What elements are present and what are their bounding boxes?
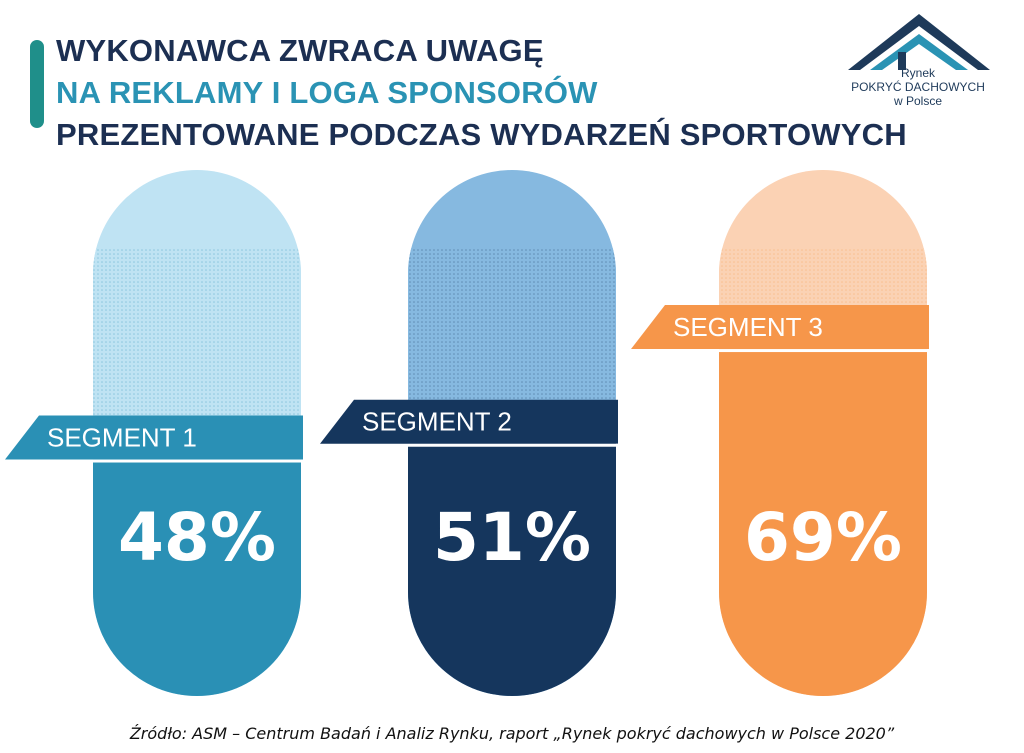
logo: Rynek POKRYĆ DACHOWYCH w Polsce	[838, 10, 998, 115]
bar-2-value-label: 51%	[433, 499, 591, 576]
logo-line-1: Rynek	[900, 66, 935, 80]
chart-area: SEGMENT 1 48% SEGMENT 2 51% SEGMENT 3 69%	[5, 170, 929, 696]
segment-2-label: SEGMENT 2	[362, 407, 512, 437]
segment-2-banner	[320, 399, 618, 444]
logo-line-2: POKRYĆ DACHOWYCH	[851, 80, 985, 94]
segment-1-banner	[5, 415, 303, 460]
segment-1-label: SEGMENT 1	[47, 423, 197, 453]
bar-3	[719, 170, 927, 696]
title-line-1: WYKONAWCA ZWRACA UWAGĘ	[56, 33, 544, 68]
bar-1-fill	[93, 443, 301, 696]
chart-title: WYKONAWCA ZWRACA UWAGĘ NA REKLAMY I LOGA…	[56, 30, 907, 156]
source-note: Źródło: ASM – Centrum Badań i Analiz Ryn…	[129, 724, 895, 743]
segment-3-label: SEGMENT 3	[673, 312, 823, 342]
accent-bar	[30, 40, 44, 128]
bar-1-value-label: 48%	[118, 499, 276, 576]
title-line-3: PREZENTOWANE PODCZAS WYDARZEŃ SPORTOWYCH	[56, 117, 907, 152]
segment-1-stripe	[93, 459, 303, 463]
segment-2-stripe	[408, 443, 618, 447]
segment-3-banner	[631, 305, 929, 350]
logo-line-3: w Polsce	[893, 94, 943, 108]
bar-3-fill	[719, 333, 927, 696]
bar-2-fill	[408, 427, 616, 696]
house-roof-icon	[848, 14, 990, 70]
segment-3-stripe	[719, 349, 929, 353]
bar-3-value-label: 69%	[744, 499, 902, 576]
title-line-2: NA REKLAMY I LOGA SPONSORÓW	[56, 75, 598, 110]
